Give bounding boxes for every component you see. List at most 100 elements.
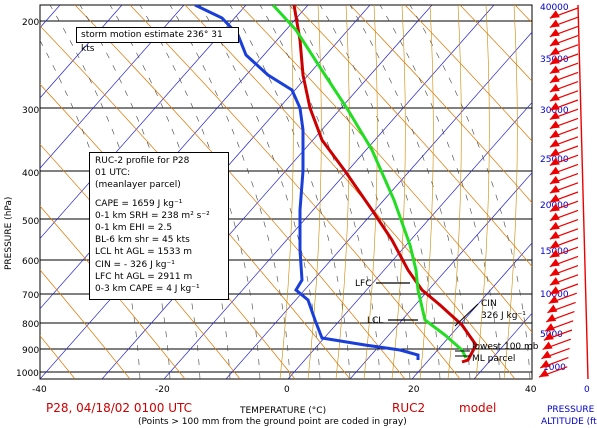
moist-adiabat (319, 5, 441, 379)
moist-adiabat (409, 5, 531, 379)
temperature-axis: -40 -20 0 20 40 TEMPERATURE (°C) (32, 385, 537, 416)
isotherm (287, 101, 532, 379)
wind-barb-flag (549, 185, 560, 194)
altitude-tick: 1000 (543, 363, 566, 373)
dry-adiabat (0, 5, 20, 379)
wind-barb-flag (549, 102, 560, 111)
profile-line: BL-6 km shr = 45 kts (95, 235, 190, 246)
wind-barb-flag (549, 37, 560, 46)
wind-barb-flag (549, 277, 560, 286)
wind-barb-flag (547, 304, 558, 313)
wind-profile-axis (577, 4, 589, 380)
pressure-tick: 1000 (16, 369, 39, 379)
wind-barb-flag (540, 359, 551, 368)
wind-barb-flag (549, 267, 560, 276)
wind-barb-flag (543, 332, 554, 341)
moist-adiabat (379, 5, 501, 379)
wind-barb-flag (549, 148, 560, 157)
mixing-ratio-line (447, 5, 462, 379)
pressure-tick: 200 (22, 18, 39, 28)
moist-adiabat (229, 5, 351, 379)
parcel-path (271, 5, 468, 359)
wind-barb-flag (549, 74, 560, 83)
wind-barb-flag (549, 166, 560, 175)
pressure-tick: 600 (22, 257, 39, 267)
wind-barb-flag (549, 19, 560, 28)
lfc-label: LFC (355, 279, 371, 289)
wind-barbs (538, 4, 589, 380)
wind-barb-flag (549, 129, 560, 138)
temperature-tick: -40 (32, 385, 47, 395)
wind-barb-flag (542, 341, 553, 350)
pressure-tick: 300 (22, 106, 39, 116)
wind-barb-flag (549, 203, 560, 212)
wind-barb-flag (549, 28, 560, 37)
dry-adiabat (40, 205, 186, 379)
isotherm (40, 5, 247, 239)
wind-barb-flag (549, 175, 560, 184)
mixing-ratio-line (363, 5, 378, 379)
wind-barb-flag (549, 139, 560, 148)
cin-value: 326 J kg⁻¹ (481, 311, 526, 321)
dry-adiabat (239, 5, 532, 333)
temperature-axis-label: TEMPERATURE (°C) (239, 406, 326, 416)
wind-barb-flag (549, 157, 560, 166)
mixing-ratio-line (279, 5, 294, 379)
isotherm (349, 172, 532, 379)
temperature-tick: 40 (525, 385, 537, 395)
mixing-ratio-line (307, 5, 322, 379)
moist-adiabat (259, 5, 381, 379)
mixing-ratio-line (503, 5, 518, 379)
dry-adiabat (40, 143, 241, 379)
profile-line: CIN = - 326 J kg⁻¹ (95, 259, 175, 270)
altitude-axis-label-1: PRESSURE (547, 405, 595, 415)
isotherm (411, 242, 532, 379)
dry-adiabat (294, 5, 532, 267)
temperature-tick: 20 (408, 385, 420, 395)
isotherm (101, 5, 433, 379)
temperature-profile (292, 5, 478, 364)
wind-barb-flag (549, 258, 560, 267)
wind-barb-flag (549, 111, 560, 120)
moist-adiabat (139, 5, 261, 379)
pressure-axis: 200 300 400 500 600 700 800 900 1000 PRE… (4, 18, 39, 379)
pressure-tick: 800 (22, 320, 39, 330)
altitude-tick-top: 0 (584, 385, 590, 395)
dry-adiabat (184, 5, 516, 379)
wind-barb-flag (549, 231, 560, 240)
mixing-ratio-line (419, 5, 434, 379)
lcl-label: LCL (367, 316, 383, 326)
wind-barb-flag (549, 286, 560, 295)
isotherm (40, 5, 185, 169)
pressure-tick: 400 (22, 169, 39, 179)
wind-barb-flag (549, 65, 560, 74)
temperature-tick: -20 (155, 385, 170, 395)
wind-barb-flag (549, 249, 560, 258)
pressure-tick: 700 (22, 291, 39, 301)
lowest-layer-label: lowest 100 mb (472, 342, 539, 352)
wind-barb-flag (549, 212, 560, 221)
wind-barb-flag (549, 120, 560, 129)
wind-barb-flag (549, 240, 560, 249)
wind-barb-flag (548, 295, 559, 304)
moist-adiabat (349, 5, 471, 379)
isotherm (40, 5, 123, 99)
profile-line: 0-1 km EHI = 2.5 (95, 223, 173, 234)
wind-barb-flag (539, 369, 550, 378)
dewpoint-profile (194, 5, 420, 360)
dry-adiabat (349, 5, 532, 204)
wind-barb-flag (541, 350, 552, 359)
wind-barb-flag (549, 10, 560, 19)
moist-adiabat (40, 39, 141, 379)
wind-barb-flag (549, 221, 560, 230)
footer-note: (Points > 100 mm from the ground point a… (138, 417, 407, 427)
mixing-ratio-line (391, 5, 406, 379)
dry-adiabat (404, 5, 532, 142)
profile-line: 01 UTC: (95, 168, 131, 179)
moist-adiabat (199, 5, 321, 379)
wind-barb-flag (545, 323, 556, 332)
moist-adiabat (109, 5, 231, 379)
profile-line: CAPE = 1659 J kg⁻¹ (95, 198, 183, 209)
